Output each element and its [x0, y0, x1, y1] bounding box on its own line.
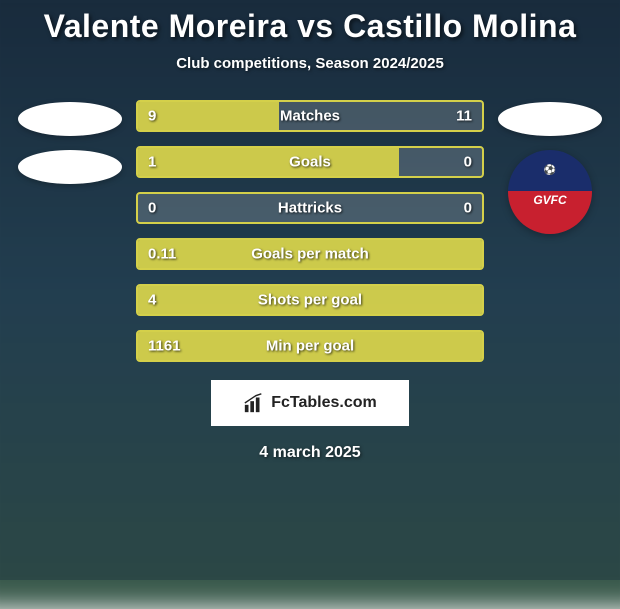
stat-value-left: 0.11: [148, 246, 176, 263]
brand-logo: FcTables.com: [211, 380, 409, 426]
stat-value-left: 0: [148, 200, 156, 217]
stat-label: Min per goal: [266, 338, 354, 355]
left-player-badge-placeholder: [18, 102, 122, 136]
stat-label: Matches: [280, 108, 340, 125]
page-title: Valente Moreira vs Castillo Molina: [44, 8, 577, 45]
stat-value-right: 0: [464, 154, 472, 171]
stat-value-left: 1161: [148, 338, 181, 355]
stat-bar-fill-left: [138, 148, 399, 176]
brand-text: FcTables.com: [271, 394, 377, 412]
stat-label: Goals: [289, 154, 331, 171]
stat-value-left: 1: [148, 154, 156, 171]
stat-label: Goals per match: [251, 246, 369, 263]
stat-label: Hattricks: [278, 200, 342, 217]
comparison-row: Matches 9 11 Goals 1 0 Hattricks 0 0 Goals per ma…: [0, 100, 620, 362]
right-player-club-badge: ⚽ GVFC: [508, 150, 592, 234]
left-player-col: [18, 100, 122, 184]
stat-value-right: 11: [456, 108, 472, 125]
club-badge-top: ⚽: [508, 150, 592, 191]
left-player-club-placeholder: [18, 150, 122, 184]
stat-label: Shots per goal: [258, 292, 362, 309]
stat-bar: Matches 9 11: [136, 100, 484, 132]
page-subtitle: Club competitions, Season 2024/2025: [176, 55, 444, 72]
stat-bar-fill-left: [138, 102, 279, 130]
stat-bar: Shots per goal 4: [136, 284, 484, 316]
stat-value-right: 0: [464, 200, 472, 217]
club-badge-bottom: GVFC: [508, 191, 592, 234]
footer-date: 4 march 2025: [259, 444, 360, 462]
chart-icon: [243, 392, 265, 414]
stat-value-left: 9: [148, 108, 156, 125]
stat-value-left: 4: [148, 292, 156, 309]
stat-bars: Matches 9 11 Goals 1 0 Hattricks 0 0 Goals per ma…: [136, 100, 484, 362]
stat-bar: Goals 1 0: [136, 146, 484, 178]
right-player-badge-placeholder: [498, 102, 602, 136]
stat-bar: Goals per match 0.11: [136, 238, 484, 270]
stat-bar: Hattricks 0 0: [136, 192, 484, 224]
right-player-col: ⚽ GVFC: [498, 100, 602, 234]
stat-bar: Min per goal 1161: [136, 330, 484, 362]
